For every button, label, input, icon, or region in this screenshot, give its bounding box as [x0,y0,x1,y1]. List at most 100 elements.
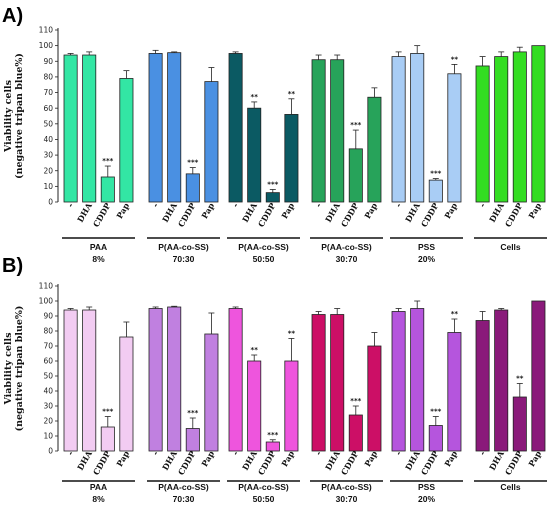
p0-bar-g0-b0 [63,54,78,203]
p1-group-label-0-line1: PAA [90,482,107,492]
p0-bar-label-g4-b1: DHA [403,200,422,224]
p1-sig-label-g5-b2: ** [516,375,524,383]
p1-bar-g4-b2 [428,425,443,452]
p0-bar-label-g4-b2: CDDP [419,201,441,229]
p0-bar-g2-b3 [284,114,299,203]
p1-bar-g1-b3 [204,333,219,452]
p1-bar-g3-b0 [311,314,326,452]
p1-group-label-3-line2: 30:70 [336,494,358,504]
p0-bar-label-g1-b1: DHA [160,200,179,224]
p1-bar-g4-b3 [447,332,462,452]
p1-bar-label-g1-b3: Pap [199,449,216,469]
p0-group-label-0-line1: PAA [90,242,107,252]
p0-bar-g3-b2 [348,148,363,203]
p1-bar-g5-b2 [512,396,527,452]
p1-bar-g0-b3 [119,336,134,452]
p1-bar-label-g1-b2: CDDP [176,449,198,477]
p1-sig-label-g2-b1: ** [251,346,259,354]
p0-bar-g3-b0 [311,59,326,203]
p0-group-label-3-line1: P(AA-co-SS) [321,242,372,252]
p0-bar-label-g2-b2: CDDP [256,201,278,229]
p1-sig-label-g2-b2: *** [267,431,278,439]
p1-group-label-2-line2: 50:50 [253,494,275,504]
p0-group-label-2-line1: P(AA-co-SS) [238,242,289,252]
p0-y-axis-label-0: Viability cells [3,80,14,153]
p0-sig-label-g3-b2: *** [350,121,361,129]
p1-bar-label-g2-b0: - [230,449,240,457]
p0-sig-label-g4-b3: ** [451,55,459,63]
p1-y-tick-label-10: 100 [39,297,54,306]
p1-y-axis-label-1: (negative tripan blue%) [14,306,25,432]
p0-y-tick-label-9: 90 [43,57,53,66]
p1-bar-label-g0-b2: CDDP [91,449,113,477]
p0-y-tick-label-8: 80 [43,73,53,82]
p0-panel-label: A) [2,5,23,27]
p0-bar-g2-b0 [228,53,243,203]
p1-panel-label: B) [2,255,23,277]
p0-y-tick-label-10: 100 [39,41,54,50]
p1-y-tick-label-1: 10 [43,432,53,441]
p1-sig-label-g3-b2: *** [350,397,361,405]
p0-bar-label-g5-b2: CDDP [503,201,525,229]
p0-bar-g0-b1 [82,54,97,203]
p0-bar-g2-b1 [247,107,262,203]
p1-sig-label-g1-b2: *** [187,409,198,417]
p1-bar-label-g2-b1: DHA [240,448,259,472]
p1-y-axis-label-0: Viability cells [3,332,14,405]
p1-bar-label-g1-b1: DHA [160,448,179,472]
p1-sig-label-g4-b3: ** [451,310,459,318]
p0-group-label-4-line2: 20% [418,254,435,264]
p0-bar-label-g3-b3: Pap [362,201,379,221]
p0-sig-label-g1-b2: *** [187,159,198,167]
p1-bar-label-g4-b3: Pap [442,449,459,469]
p0-bar-g4-b3 [447,73,462,203]
p0-group-label-1-line2: 70:30 [173,254,195,264]
p1-bar-g2-b1 [247,360,262,452]
p0-bar-label-g0-b3: Pap [114,201,131,221]
p1-sig-label-g4-b2: *** [430,408,441,416]
p0-bar-g4-b0 [391,56,406,203]
p0-bar-g3-b3 [367,96,382,203]
p1-group-label-1-line2: 70:30 [173,494,195,504]
p0-bar-g5-b2 [512,51,527,203]
p0-bar-g1-b1 [167,52,182,203]
p1-group-label-3-line1: P(AA-co-SS) [321,482,372,492]
p1-bar-label-g5-b3: Pap [526,449,543,469]
p1-bar-g5-b0 [475,320,490,452]
p1-bar-g4-b0 [391,311,406,452]
p1-group-label-2-line1: P(AA-co-SS) [238,482,289,492]
p1-y-tick-label-3: 30 [43,402,53,411]
p1-bar-g5-b3 [531,300,546,452]
p1-bar-label-g1-b0: - [150,449,160,457]
p0-y-tick-label-5: 50 [43,119,53,128]
p0-sig-label-g2-b1: ** [251,93,259,101]
p0-group-label-3-line2: 30:70 [336,254,358,264]
p1-bar-label-g0-b3: Pap [114,449,131,469]
p0-bar-label-g3-b2: CDDP [339,201,361,229]
p0-bar-label-g5-b1: DHA [487,200,506,224]
p1-bar-label-g4-b2: CDDP [419,449,441,477]
p0-bar-label-g5-b0: - [477,201,487,209]
p0-y-tick-label-1: 10 [43,182,53,191]
p1-group-label-4-line1: PSS [418,482,435,492]
p1-y-tick-label-6: 60 [43,357,53,366]
p1-bar-label-g5-b1: DHA [487,448,506,472]
p1-bar-label-g5-b0: - [477,449,487,457]
p0-group-label-1-line1: P(AA-co-SS) [158,242,209,252]
p1-bar-g1-b2 [185,428,200,452]
p1-bar-g0-b0 [63,309,78,452]
p1-bar-g5-b1 [494,309,509,452]
p1-bar-g1-b0 [148,308,163,452]
p0-bar-label-g1-b0: - [150,201,160,209]
p1-bar-label-g3-b0: - [313,449,323,457]
p0-bar-label-g0-b1: DHA [75,200,94,224]
p1-bar-g3-b3 [367,345,382,452]
p0-sig-label-g2-b2: *** [267,180,278,188]
p0-y-axis-label-1: (negative tripan blue%) [14,53,25,179]
p0-y-tick-label-2: 20 [43,166,53,175]
p0-bar-g3-b1 [330,59,345,203]
p1-group-label-0-line2: 8% [92,494,105,504]
p0-group-label-0-line2: 8% [92,254,105,264]
p1-bar-label-g3-b3: Pap [362,449,379,469]
